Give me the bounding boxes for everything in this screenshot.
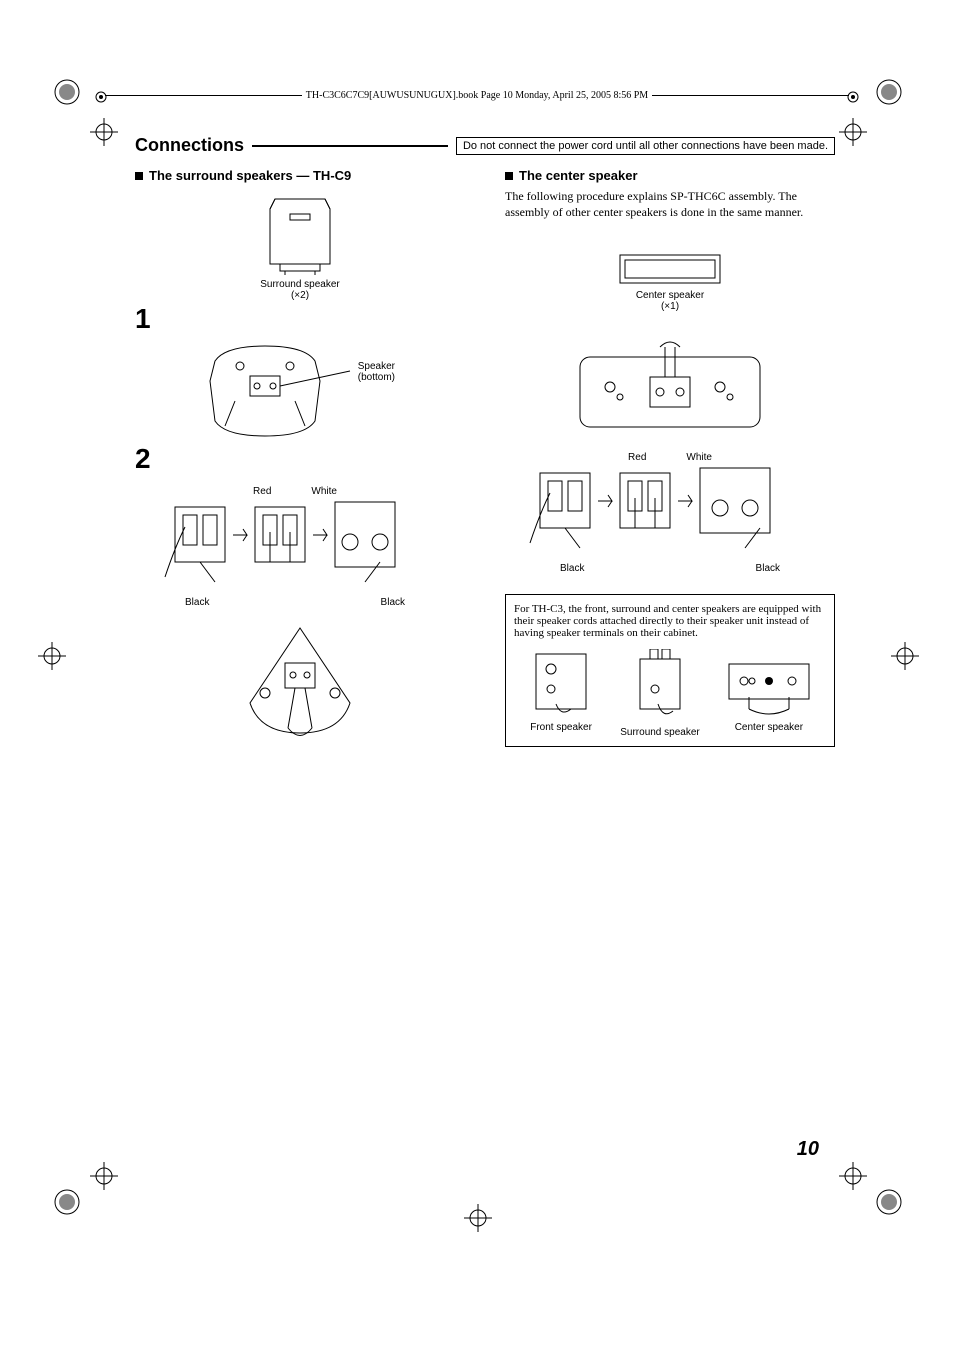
right-subheading: The center speaker [505,168,835,183]
warning-box: Do not connect the power cord until all … [456,137,835,155]
wiring-figure-left: Red White [155,486,435,608]
note-front-label: Front speaker [526,722,596,733]
center-speaker-qty: (×1) [505,301,835,312]
title-rule [252,145,448,147]
page-number: 10 [797,1138,819,1161]
right-subheading-text: The center speaker [519,168,638,183]
speaker-bottom-figure: Speaker (bottom) [175,341,375,451]
heading-row: Connections Do not connect the power cor… [135,135,835,156]
wire-red-label: Red [253,486,271,497]
bullet-square-icon [135,172,143,180]
note-surround-label: Surround speaker [620,727,700,738]
wire-white-label-r: White [686,452,712,463]
step-1-number: 1 [135,303,151,335]
surround-speaker-qty: (×2) [135,290,465,301]
wire-black-label-1: Black [185,597,209,608]
wire-white-label: White [311,486,337,497]
note-text: For TH-C3, the front, surround and cente… [514,603,826,639]
wire-black-label-r1: Black [560,563,584,574]
speaker-base-figure [240,623,360,743]
page-header-text: TH-C3C6C7C9[AUWUSUNUGUX].book Page 10 Mo… [302,90,652,101]
note-row: Front speaker Surround speaker [514,649,826,738]
step-2-number: 2 [135,443,151,475]
note-center-speaker: Center speaker [724,649,814,738]
right-intro-text: The following procedure explains SP-THC6… [505,189,835,220]
right-column: The center speaker The following procedu… [505,168,835,747]
note-front-speaker: Front speaker [526,649,596,738]
center-speaker-figure [615,250,725,290]
page-content: Connections Do not connect the power cor… [135,135,835,747]
left-subheading-text: The surround speakers — TH-C9 [149,168,351,183]
note-box: For TH-C3, the front, surround and cente… [505,594,835,747]
wiring-figure-right: Red White [520,452,820,574]
page-header-rule: TH-C3C6C7C9[AUWUSUNUGUX].book Page 10 Mo… [105,95,849,96]
wire-red-label-r: Red [628,452,646,463]
center-bottom-figure [560,337,780,447]
center-speaker-label: Center speaker [505,290,835,301]
note-center-label: Center speaker [724,722,814,733]
left-column: The surround speakers — TH-C9 Surround s… [135,168,465,747]
speaker-bottom-label: Speaker (bottom) [358,361,395,383]
note-surround-speaker: Surround speaker [620,649,700,738]
bullet-square-icon [505,172,513,180]
surround-speaker-figure [255,189,345,279]
wire-black-label-r2: Black [756,563,780,574]
wire-black-label-2: Black [381,597,405,608]
page-title: Connections [135,135,244,156]
left-subheading: The surround speakers — TH-C9 [135,168,465,183]
surround-speaker-label: Surround speaker [135,279,465,290]
